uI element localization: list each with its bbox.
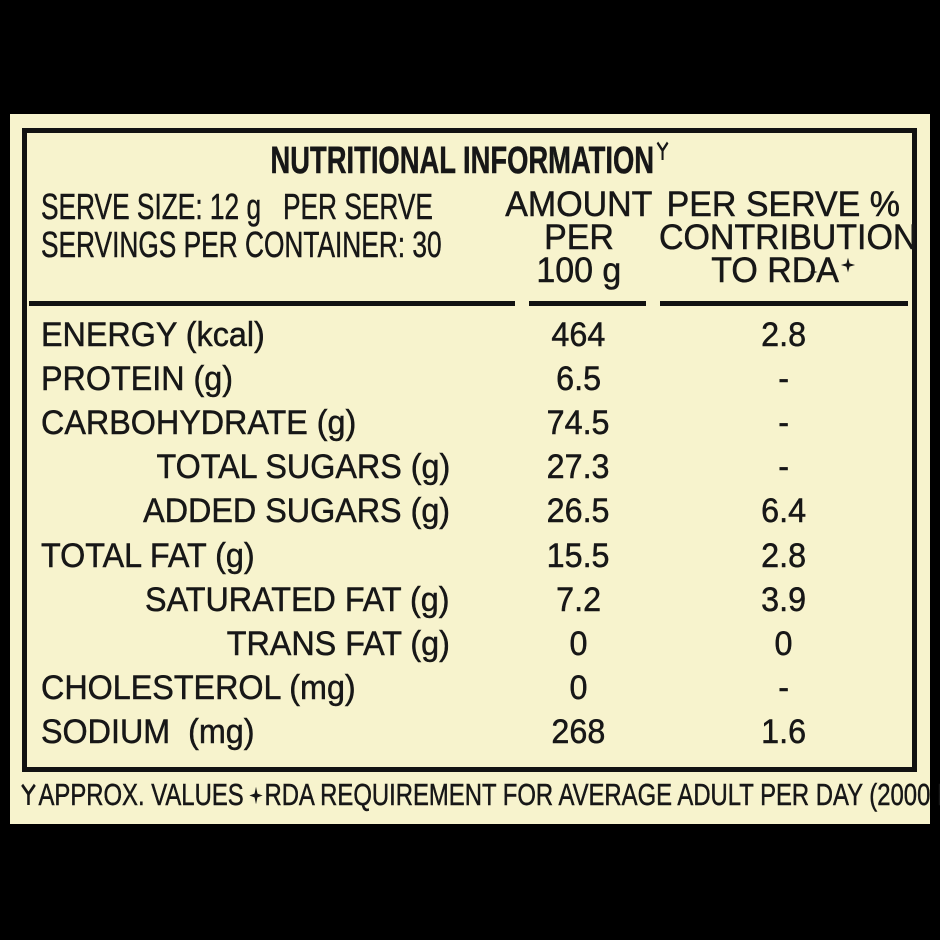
row-rda: 2.8 (761, 536, 806, 575)
row-rda: 3.9 (761, 580, 806, 619)
row-label: SATURATED FAT (g) (145, 580, 450, 619)
rda-header-line-1: PER SERVE % (666, 185, 901, 224)
row-rda: - (778, 669, 789, 708)
table-row-sodium: SODIUM (mg) 268 1.6 (27, 711, 912, 755)
rda-column-header: PER SERVE % CONTRIBUTION TO RDA (655, 185, 918, 290)
serve-size-text: SERVE SIZE: 12 g (41, 186, 262, 227)
amount-header-line-2: PER (543, 218, 614, 257)
footnote-scaler: APPROX. VALUES RDA REQUIREMENT FOR AVERAG… (20, 775, 940, 815)
footnote-rda-text: RDA REQUIREMENT FOR AVERAGE ADULT PER DA… (264, 777, 940, 813)
label-title: NUTRITIONAL INFORMATION (270, 140, 654, 182)
row-rda: - (778, 403, 789, 443)
row-amount: 27.3 (547, 448, 610, 487)
rda-header-line-3: TO RDA (711, 251, 840, 290)
caret-star-icon (656, 141, 668, 160)
table-row-total-sugars: TOTAL SUGARS (g) 27.3 - (27, 446, 912, 490)
row-amount: 26.5 (547, 492, 610, 531)
per-serve-text: PER SERVE (282, 186, 433, 227)
four-point-star-icon (249, 786, 264, 805)
row-amount: 15.5 (547, 536, 610, 575)
row-rda: 2.8 (761, 315, 806, 354)
stray-star-mark (809, 267, 818, 277)
rule-gap (515, 301, 529, 306)
serving-line-2: SERVINGS PER CONTAINER: 30 (41, 224, 502, 265)
row-label: TOTAL FAT (g) (41, 536, 255, 575)
row-label: CHOLESTEROL (mg) (41, 669, 356, 708)
row-label: SODIUM (mg) (41, 713, 255, 752)
row-rda: - (778, 448, 789, 487)
amount-header-line-1: AMOUNT (504, 185, 653, 224)
row-rda: 0 (774, 624, 793, 664)
table-row-trans-fat: TRANS FAT (g) 0 0 (27, 622, 912, 666)
label-title-row: NUTRITIONAL INFORMATION (27, 140, 912, 182)
serving-info: SERVE SIZE: 12 g PER SERVE SERVINGS PER C… (27, 186, 502, 287)
row-rda: 6.4 (761, 492, 806, 531)
row-amount: 464 (551, 315, 606, 354)
row-amount: 7.2 (556, 580, 601, 619)
caret-star-icon (21, 783, 36, 805)
header-rule (27, 301, 912, 306)
table-row-carbohydrate: CARBOHYDRATE (g) 74.5 - (27, 401, 912, 445)
rule-segment (660, 301, 908, 306)
row-amount: 6.5 (556, 359, 601, 399)
nutrition-rows: ENERGY (kcal) 464 2.8 PROTEIN (g) 6.5 - … (27, 313, 912, 755)
rule-segment (29, 301, 515, 306)
table-row-energy: ENERGY (kcal) 464 2.8 (27, 313, 912, 357)
nutrition-table-box: NUTRITIONAL INFORMATION SERVE SIZE: 12 g… (22, 128, 918, 772)
table-row-total-fat: TOTAL FAT (g) 15.5 2.8 (27, 534, 912, 578)
servings-per-container-text: SERVINGS PER CONTAINER: 30 (41, 224, 442, 265)
row-label: ENERGY (kcal) (41, 315, 265, 354)
row-label: PROTEIN (g) (41, 359, 234, 399)
row-rda: 1.6 (761, 713, 806, 752)
nutrition-label: NUTRITIONAL INFORMATION SERVE SIZE: 12 g… (10, 114, 940, 824)
amount-header-line-3: 100 g (536, 251, 621, 290)
rule-gap (646, 301, 660, 306)
row-label: TRANS FAT (g) (226, 624, 451, 664)
row-rda: - (778, 359, 789, 399)
rda-header-line-2: CONTRIBUTION (658, 218, 918, 257)
four-point-star-icon (840, 257, 855, 273)
row-amount: 0 (569, 624, 588, 664)
table-row-cholesterol: CHOLESTEROL (mg) 0 - (27, 667, 912, 711)
table-row-added-sugars: ADDED SUGARS (g) 26.5 6.4 (27, 490, 912, 534)
serving-line-1: SERVE SIZE: 12 g PER SERVE (41, 186, 502, 227)
footnote: APPROX. VALUES RDA REQUIREMENT FOR AVERAG… (20, 775, 940, 815)
amount-column-header: AMOUNT PER 100 g (502, 185, 655, 290)
serving-line-1-scaler: SERVE SIZE: 12 g PER SERVE (41, 186, 433, 227)
table-row-protein: PROTEIN (g) 6.5 - (27, 357, 912, 401)
row-label: ADDED SUGARS (g) (143, 492, 450, 531)
table-header: SERVE SIZE: 12 g PER SERVE SERVINGS PER C… (27, 185, 918, 290)
rda-header-line-3-scaler: TO RDA (711, 251, 855, 290)
row-label: CARBOHYDRATE (g) (41, 403, 357, 443)
table-row-saturated-fat: SATURATED FAT (g) 7.2 3.9 (27, 578, 912, 622)
row-amount: 268 (551, 713, 606, 752)
label-title-scaler: NUTRITIONAL INFORMATION (270, 140, 669, 182)
row-label: TOTAL SUGARS (g) (156, 448, 450, 487)
row-amount: 74.5 (547, 403, 610, 443)
row-amount: 0 (569, 669, 588, 708)
rule-segment (529, 301, 646, 306)
footnote-approx-text: APPROX. VALUES (38, 777, 244, 813)
